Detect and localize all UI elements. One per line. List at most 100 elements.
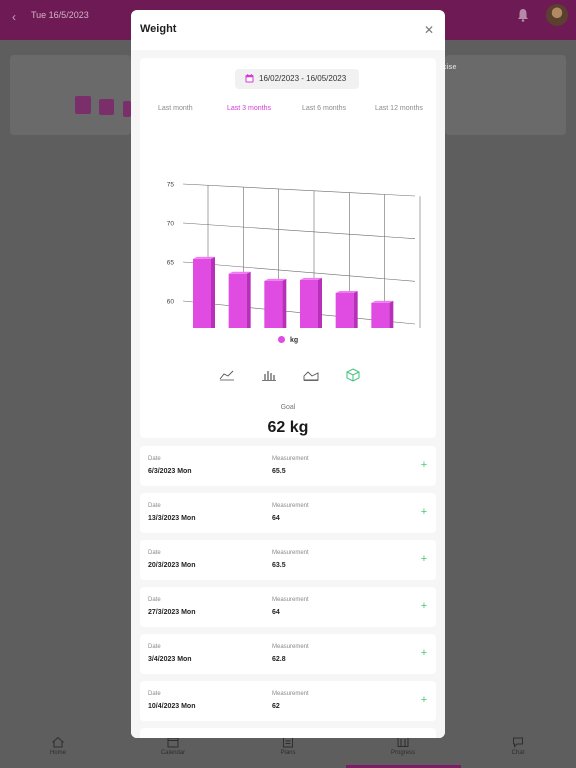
record-date: 20/3/2023 Mon: [148, 562, 196, 569]
bar: [335, 292, 354, 328]
tab-last-month[interactable]: Last month: [158, 105, 193, 112]
y-tick-label: 70: [167, 221, 175, 228]
tab-home[interactable]: Home: [28, 736, 88, 756]
list-item[interactable]: Date 20/3/2023 Mon Measurement 63.5 +: [140, 540, 436, 580]
tab-label: Home: [49, 750, 66, 756]
date-label: Date: [148, 503, 161, 509]
tab-last-12-months[interactable]: Last 12 months: [375, 105, 423, 112]
record-value: 65.5: [272, 468, 286, 475]
plus-icon[interactable]: +: [420, 459, 428, 471]
date-range-text: 16/02/2023 - 16/05/2023: [259, 74, 347, 83]
line-chart-icon[interactable]: [219, 368, 235, 382]
avatar[interactable]: [546, 4, 568, 26]
measurement-label: Measurement: [272, 691, 309, 697]
list-item[interactable]: Date 10/4/2023 Mon Measurement 62 +: [140, 681, 436, 721]
record-value: 64: [272, 609, 280, 616]
date-range-picker[interactable]: 16/02/2023 - 16/05/2023: [235, 69, 359, 89]
bg-cube-icon: [75, 96, 91, 114]
list-item[interactable]: Date 13/3/2023 Mon Measurement 64 +: [140, 493, 436, 533]
bg-card: [445, 55, 566, 135]
bg-card: [10, 55, 131, 135]
bar-chart-icon[interactable]: [261, 368, 277, 382]
bar-side: [246, 271, 251, 328]
chart-legend: kg: [278, 336, 298, 344]
modal-header: Weight ✕: [131, 10, 445, 50]
tab-calendar[interactable]: Calendar: [143, 736, 203, 756]
record-value: 62: [272, 703, 280, 710]
plus-icon[interactable]: +: [420, 694, 428, 706]
bar-top: [371, 300, 394, 303]
bar-side: [211, 256, 215, 328]
tab-chat[interactable]: Chat: [488, 736, 548, 756]
list-item[interactable]: Date 6/3/2023 Mon Measurement 65.5 +: [140, 446, 436, 486]
date-label: Date: [148, 644, 161, 650]
record-date: 3/4/2023 Mon: [148, 656, 192, 663]
tab-plans[interactable]: Plans: [258, 736, 318, 756]
bar-top: [300, 277, 322, 280]
record-date: 13/3/2023 Mon: [148, 515, 196, 522]
tab-label: Progress: [390, 750, 415, 756]
legend-label: kg: [290, 337, 299, 344]
bar: [193, 258, 211, 328]
calendar-icon: [245, 74, 254, 83]
bar-side: [282, 278, 287, 328]
plus-icon[interactable]: +: [420, 647, 428, 659]
plus-icon[interactable]: +: [420, 600, 428, 612]
date-label: Date: [148, 597, 161, 603]
bar-top: [193, 256, 215, 259]
weight-modal: Weight ✕ 16/02/2023 - 16/05/2023 Last mo…: [131, 10, 445, 738]
record-value: 62.8: [272, 656, 286, 663]
weight-chart: 556065707506.0313.0320.0327.0303.0410.04: [167, 182, 421, 328]
bar: [300, 279, 318, 328]
active-tab-indicator: [346, 765, 461, 768]
tab-progress[interactable]: Progress: [373, 736, 433, 756]
tab-last-3-months[interactable]: Last 3 months: [227, 105, 271, 112]
measurement-label: Measurement: [272, 550, 309, 556]
3d-bar-chart-icon[interactable]: [345, 368, 361, 382]
modal-body: 16/02/2023 - 16/05/2023 Last month Last …: [131, 50, 445, 738]
bar-side: [389, 300, 394, 328]
gridline: [182, 183, 416, 197]
record-date: 6/3/2023 Mon: [148, 468, 192, 475]
record-date: 27/3/2023 Mon: [148, 609, 196, 616]
calendar-icon: [167, 737, 179, 748]
back-icon[interactable]: ‹: [12, 10, 16, 24]
period-tabs: Last month Last 3 months Last 6 months L…: [140, 105, 436, 117]
date-label: Date: [148, 691, 161, 697]
date-label: Date: [148, 456, 161, 462]
goal-label: Goal: [280, 404, 296, 411]
goal-value: 62 kg: [267, 419, 309, 436]
bar-top: [228, 271, 251, 274]
tab-label: Plans: [280, 750, 296, 756]
modal-title: Weight: [140, 23, 177, 35]
measurement-label: Measurement: [272, 503, 309, 509]
list-item[interactable]: Date 3/4/2023 Mon Measurement 62.8 +: [140, 634, 436, 674]
bar-side: [318, 277, 322, 328]
y-tick-label: 60: [167, 299, 175, 306]
header-date: Tue 16/5/2023: [31, 10, 89, 20]
bell-icon[interactable]: [517, 8, 529, 22]
list-item[interactable]: Date 27/3/2023 Mon Measurement 64 +: [140, 587, 436, 627]
gridline: [182, 222, 416, 239]
bar: [371, 302, 390, 328]
measurement-label: Measurement: [272, 597, 309, 603]
bar-side: [353, 290, 358, 328]
tab-last-6-months[interactable]: Last 6 months: [302, 105, 346, 112]
date-label: Date: [148, 550, 161, 556]
chart-card: 16/02/2023 - 16/05/2023 Last month Last …: [140, 58, 436, 438]
bar: [228, 273, 247, 328]
gridline: [182, 261, 416, 282]
y-tick-label: 65: [167, 260, 175, 267]
bar-top: [335, 290, 358, 293]
measurement-label: Measurement: [272, 644, 309, 650]
area-chart-icon[interactable]: [303, 368, 319, 382]
bg-cube-icon: [123, 101, 131, 117]
close-icon[interactable]: ✕: [423, 23, 435, 37]
plus-icon[interactable]: +: [420, 506, 428, 518]
tab-label: Calendar: [160, 750, 186, 756]
home-icon: [52, 736, 64, 748]
list-item: [140, 728, 436, 738]
plus-icon[interactable]: +: [420, 553, 428, 565]
chat-icon: [513, 737, 523, 748]
record-date: 10/4/2023 Mon: [148, 703, 196, 710]
